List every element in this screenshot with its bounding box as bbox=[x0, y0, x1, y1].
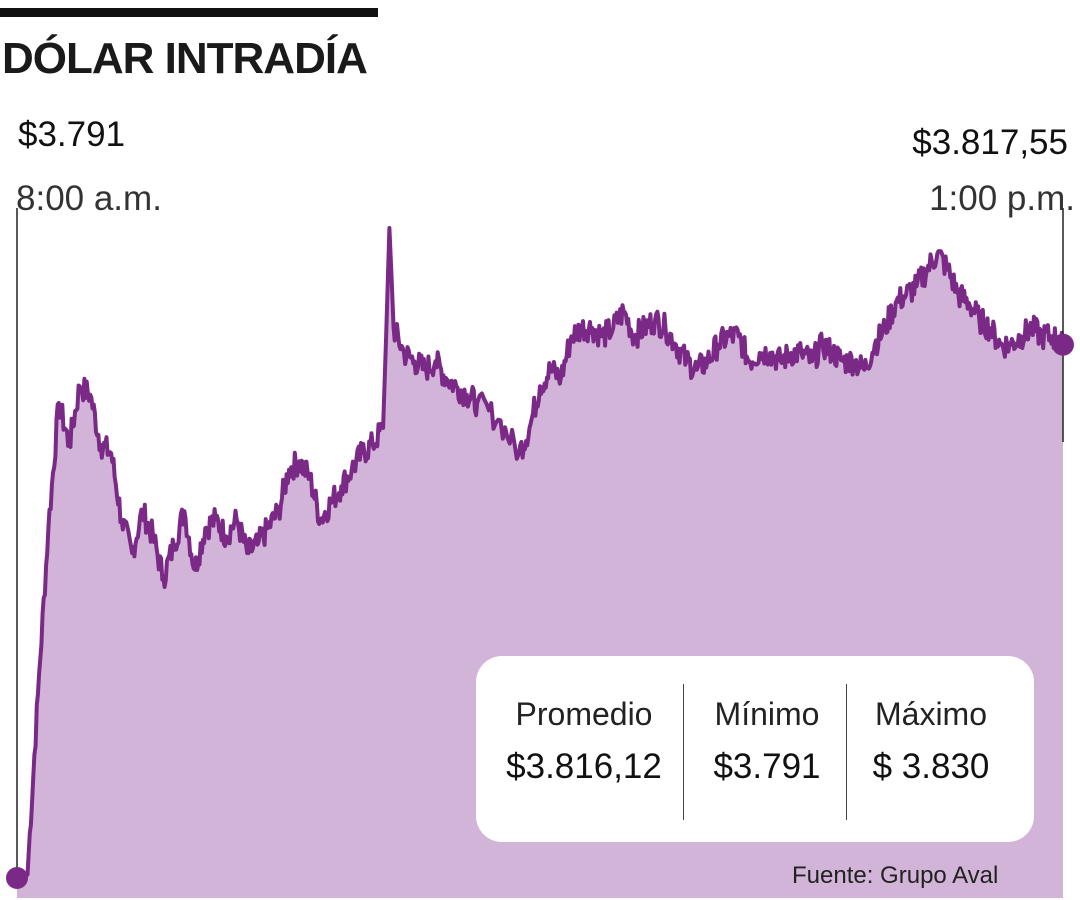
stat-minimum-label: Mínimo bbox=[714, 696, 820, 732]
stat-average-value: $3.816,12 bbox=[506, 747, 662, 786]
end-point-marker bbox=[1052, 333, 1074, 356]
start-point-marker bbox=[6, 867, 28, 889]
stat-maximum-label: Máximo bbox=[874, 696, 987, 732]
stats-card: Promedio $3.816,12 Mínimo $3.791 Máximo … bbox=[476, 656, 1034, 842]
start-value-label: $3.791 bbox=[18, 115, 125, 154]
stat-minimum-value: $3.791 bbox=[713, 747, 821, 786]
stat-divider bbox=[683, 684, 684, 820]
title-rule bbox=[0, 8, 378, 17]
end-time-label: 1:00 p.m. bbox=[929, 179, 1075, 218]
start-time-label: 8:00 a.m. bbox=[16, 179, 162, 218]
end-value-label: $3.817,55 bbox=[912, 123, 1068, 162]
stat-average: Promedio $3.816,12 bbox=[486, 696, 682, 787]
stat-average-label: Promedio bbox=[515, 696, 653, 732]
stat-maximum-value: $ 3.830 bbox=[872, 747, 990, 786]
stat-minimum: Mínimo $3.791 bbox=[688, 696, 846, 787]
stat-divider bbox=[846, 684, 847, 820]
source-note: Fuente: Grupo Aval bbox=[792, 862, 999, 889]
page-title: DÓLAR INTRADÍA bbox=[2, 34, 368, 83]
stat-maximum: Máximo $ 3.830 bbox=[852, 696, 1010, 787]
price-line bbox=[16, 226, 1065, 880]
